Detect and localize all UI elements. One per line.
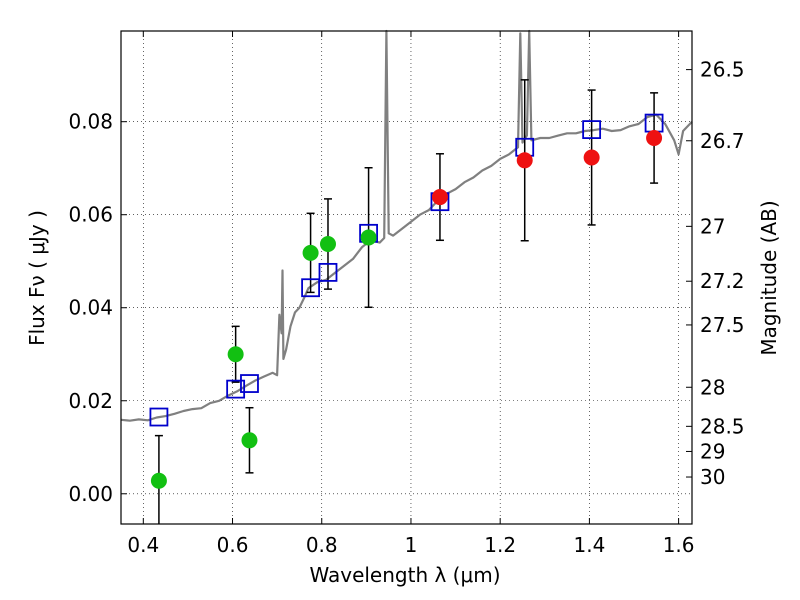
photometry-point	[319, 236, 336, 253]
photometry-point	[583, 149, 600, 166]
magnitude-tick-label: 29	[700, 439, 725, 463]
magnitude-tick-label: 27.5	[700, 313, 745, 337]
markers-layer	[149, 113, 664, 489]
photometry-point	[241, 432, 258, 449]
y-tick-label: 0.00	[68, 482, 113, 506]
photometry-point	[646, 129, 663, 146]
photometry-point	[360, 229, 377, 246]
x-tick-label: 0.4	[127, 533, 159, 557]
x-axis-label: Wavelength λ (μm)	[309, 563, 500, 587]
magnitude-tick-label: 28.5	[700, 414, 745, 438]
photometry-point	[516, 152, 533, 169]
y-axis-label: Flux Fν ( μJy )	[25, 210, 49, 346]
model-square-marker	[240, 374, 259, 393]
magnitude-tick-label: 27	[700, 214, 725, 238]
x-tick-label: 1.4	[573, 533, 605, 557]
photometry-point	[302, 244, 319, 261]
magnitude-tick-label: 26.5	[700, 58, 745, 82]
model-square-marker	[226, 379, 246, 399]
y-tick-label: 0.08	[68, 110, 113, 134]
x-tick-label: 0.8	[306, 533, 338, 557]
right-y-axis-label: Magnitude (AB)	[757, 200, 781, 355]
photometry-point	[227, 346, 244, 363]
magnitude-tick-label: 26.7	[700, 129, 745, 153]
y-tick-label: 0.06	[68, 203, 113, 227]
magnitude-tick-label: 28	[700, 375, 725, 399]
x-tick-label: 0.6	[217, 533, 249, 557]
model-square-marker	[301, 278, 320, 298]
model-square-marker	[582, 120, 602, 139]
x-tick-label: 1.2	[484, 533, 516, 557]
y-tick-label: 0.02	[68, 389, 113, 413]
magnitude-tick-label: 27.2	[700, 269, 745, 293]
ticks-layer: 0.4 0.6 0.8 1 1.2 1.4 1.6 0.00 0.02 0.04 0.06 0.08 2…	[68, 31, 745, 557]
model-square-marker	[149, 407, 169, 427]
y-tick-label: 0.04	[68, 296, 113, 320]
photometry-point	[150, 472, 167, 489]
x-tick-label: 1	[405, 533, 418, 557]
x-tick-label: 1.6	[663, 533, 695, 557]
magnitude-tick-label: 30	[700, 465, 725, 489]
spectrum-line-layer	[120, 29, 693, 422]
photometry-point	[431, 189, 448, 206]
model-square-marker	[318, 262, 338, 282]
spectrum-line	[120, 29, 693, 422]
plot-frame	[120, 30, 693, 525]
